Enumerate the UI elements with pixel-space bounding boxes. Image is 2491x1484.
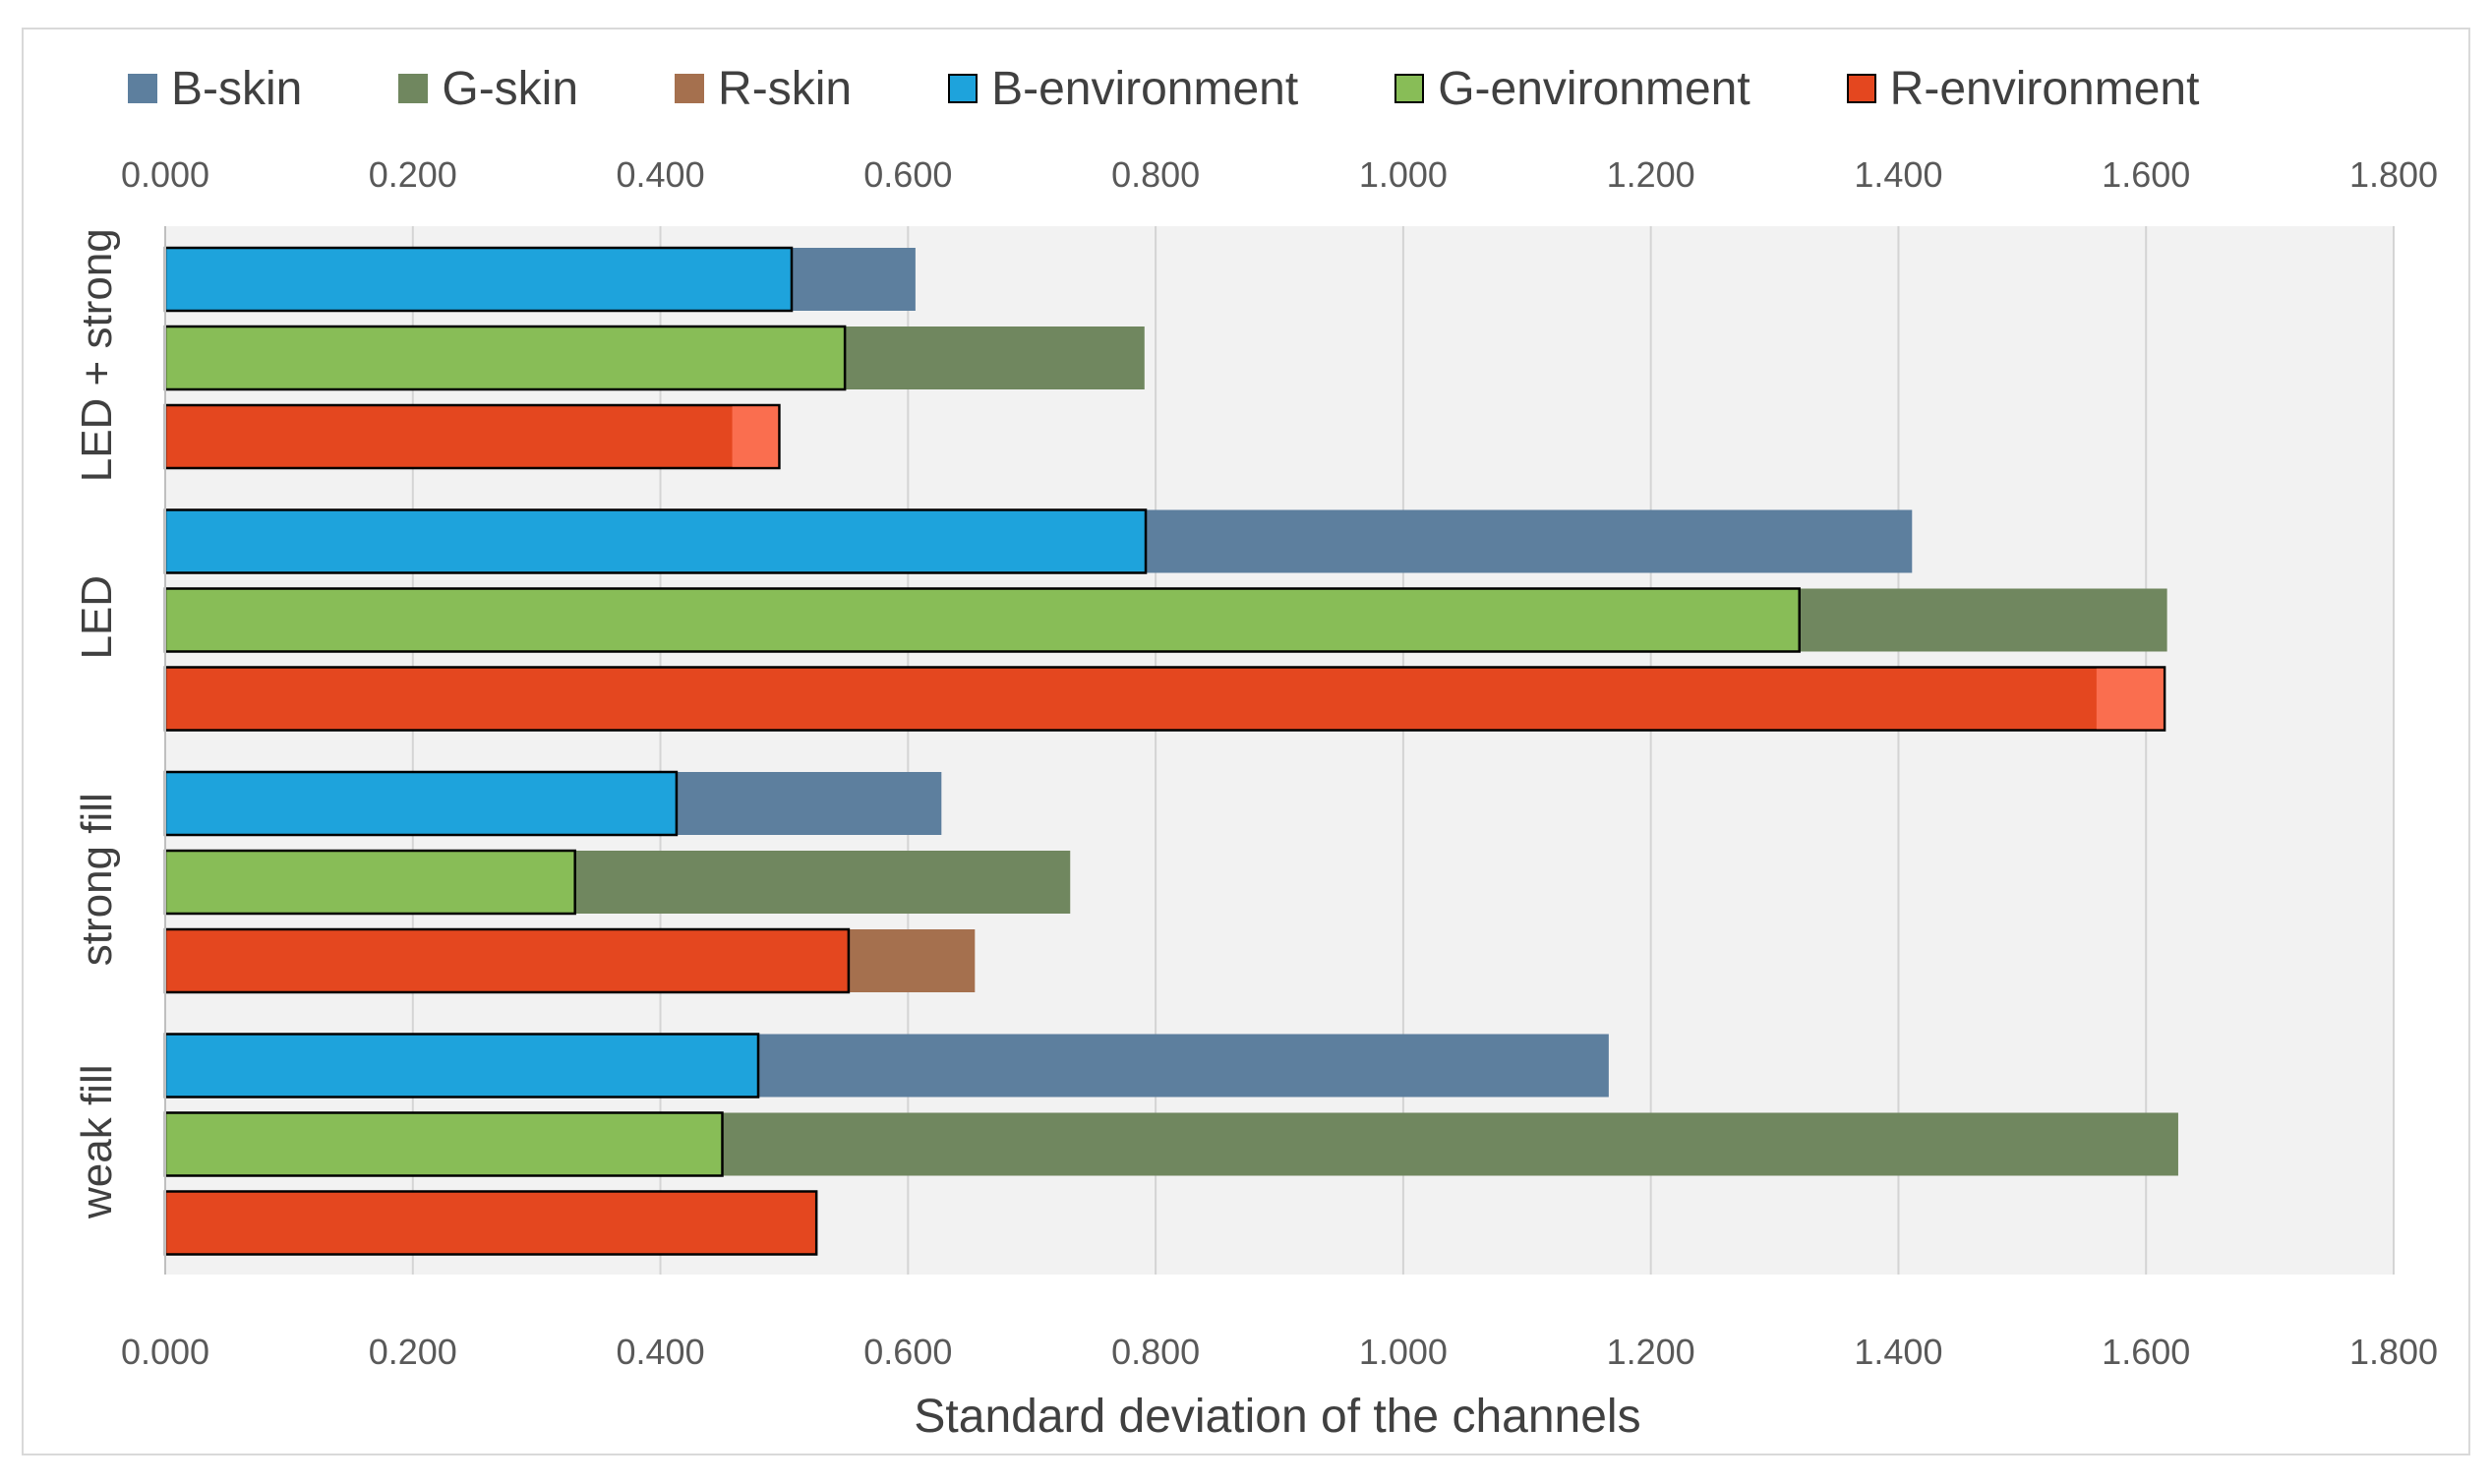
bar-r-environment: [163, 666, 2166, 732]
chart-frame: [22, 28, 2470, 1455]
x-tick-label-bottom: 0.200: [369, 1332, 457, 1372]
category-label: LED: [73, 575, 121, 660]
legend-item-b-environment: B-environment: [948, 62, 1298, 116]
legend-label-r-skin: R-skin: [718, 62, 853, 115]
legend-item-g-environment: G-environment: [1394, 62, 1750, 116]
bar-g-environment: [163, 587, 1801, 653]
legend-item-g-skin: G-skin: [398, 62, 578, 116]
legend-label-g-environment: G-environment: [1438, 62, 1750, 115]
x-tick-label-top: 0.800: [1111, 154, 1200, 195]
category-label: LED + strong: [73, 228, 121, 482]
x-tick-label-top: 0.400: [617, 154, 705, 195]
category-label: strong fill: [73, 793, 121, 966]
bar-r-environment: [163, 927, 851, 994]
x-tick-label-top: 1.000: [1359, 154, 1448, 195]
x-tick-label-bottom: 0.000: [121, 1332, 209, 1372]
x-tick-label-top: 1.800: [2349, 154, 2438, 195]
x-tick-label-bottom: 1.400: [1854, 1332, 1942, 1372]
x-tick-label-bottom: 1.000: [1359, 1332, 1448, 1372]
x-tick-label-top: 0.600: [863, 154, 952, 195]
bar-r-environment: [163, 1190, 818, 1256]
x-tick-label-top: 1.200: [1607, 154, 1695, 195]
legend-label-g-skin: G-skin: [442, 62, 579, 115]
legend-swatch-g-environment: [1394, 74, 1425, 103]
x-tick-label-top: 0.000: [121, 154, 209, 195]
legend-item-r-environment: R-environment: [1846, 62, 2200, 116]
x-tick-label-bottom: 1.800: [2349, 1332, 2438, 1372]
legend-swatch-r-skin: [675, 74, 705, 103]
legend-swatch-b-skin: [128, 74, 157, 103]
legend-label-r-environment: R-environment: [1889, 62, 2200, 115]
legend-swatch-g-skin: [398, 74, 429, 103]
x-tick-label-bottom: 0.600: [863, 1332, 952, 1372]
bar-g-environment: [163, 325, 847, 391]
bar-b-environment: [163, 246, 794, 313]
bar-r-environment-overflow: [732, 406, 779, 467]
plot-area: [165, 226, 2394, 1275]
x-tick-label-top: 1.600: [2102, 154, 2190, 195]
x-tick-label-top: 0.200: [369, 154, 457, 195]
bar-r-environment-overflow: [2096, 668, 2164, 730]
x-tick-label-bottom: 1.200: [1607, 1332, 1695, 1372]
legend-label-b-environment: B-environment: [991, 62, 1299, 115]
legend: B-skin G-skin R-skin B-environment G-env…: [128, 59, 2199, 118]
legend-swatch-r-environment: [1846, 74, 1876, 103]
legend-item-b-skin: B-skin: [128, 62, 302, 116]
bar-r-environment: [163, 403, 781, 470]
bar-b-environment: [163, 1033, 760, 1098]
bar-g-environment: [163, 1111, 724, 1177]
legend-swatch-b-environment: [948, 74, 979, 103]
legend-label-b-skin: B-skin: [171, 62, 303, 115]
x-tick-label-bottom: 0.400: [617, 1332, 705, 1372]
legend-item-r-skin: R-skin: [675, 62, 852, 116]
category-label: weak fill: [73, 1065, 121, 1220]
x-axis-title: Standard deviation of the channels: [914, 1391, 1640, 1443]
bar-g-environment: [163, 849, 576, 916]
x-tick-label-bottom: 0.800: [1111, 1332, 1200, 1372]
x-tick-label-top: 1.400: [1854, 154, 1942, 195]
x-tick-label-bottom: 1.600: [2102, 1332, 2190, 1372]
bar-b-environment: [163, 770, 679, 837]
bar-b-environment: [163, 508, 1148, 574]
